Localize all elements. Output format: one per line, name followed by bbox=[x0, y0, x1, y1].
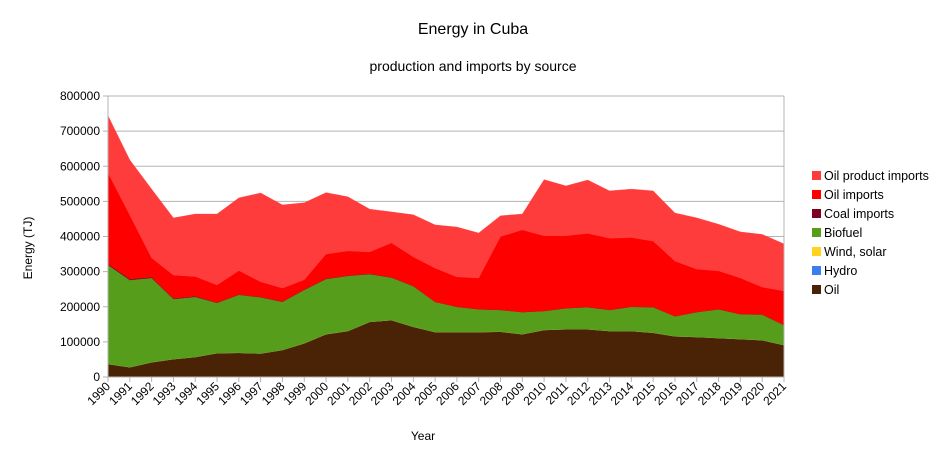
stacked-areas bbox=[107, 115, 785, 378]
x-tick-label: 2002 bbox=[346, 379, 375, 408]
y-tick-label: 700000 bbox=[60, 124, 100, 138]
legend-item: Oil bbox=[812, 283, 839, 297]
x-tick-label: 2013 bbox=[586, 379, 615, 408]
legend-swatch bbox=[812, 285, 821, 294]
y-tick-label: 500000 bbox=[60, 194, 100, 208]
x-tick-label: 2014 bbox=[608, 379, 637, 408]
legend: Oil product imports Oil imports Coal impor… bbox=[812, 169, 929, 297]
x-tick-label: 2016 bbox=[651, 379, 680, 408]
y-tick-label: 800000 bbox=[60, 89, 100, 103]
x-tick-label: 2010 bbox=[520, 379, 549, 408]
x-tick-label: 2001 bbox=[324, 379, 353, 408]
x-tick-label: 1993 bbox=[150, 379, 179, 408]
x-tick-label: 2000 bbox=[302, 379, 331, 408]
y-tick-label: 100000 bbox=[60, 335, 100, 349]
legend-item: Coal imports bbox=[812, 207, 894, 221]
x-tick-label: 2015 bbox=[630, 379, 659, 408]
x-tick-label: 1994 bbox=[172, 379, 201, 408]
y-tick-label: 300000 bbox=[60, 265, 100, 279]
y-tick-label: 600000 bbox=[60, 159, 100, 173]
x-tick-label: 2018 bbox=[695, 379, 724, 408]
legend-label: Coal imports bbox=[824, 207, 894, 221]
x-tick-label: 2011 bbox=[543, 379, 571, 407]
legend-item: Biofuel bbox=[812, 226, 862, 240]
x-tick-label: 2020 bbox=[739, 379, 768, 408]
legend-swatch bbox=[812, 190, 821, 199]
x-tick-labels: 1990199119921993199419951996199719981999… bbox=[84, 379, 789, 408]
axes bbox=[103, 95, 785, 382]
y-tick-label: 0 bbox=[93, 370, 100, 384]
legend-swatch bbox=[812, 266, 821, 275]
x-tick-label: 2019 bbox=[717, 379, 746, 408]
y-tick-labels: 0 100000 200000 300000 400000 500000 600000 700… bbox=[60, 89, 100, 384]
legend-item: Wind, solar bbox=[812, 245, 887, 259]
x-tick-label: 1998 bbox=[259, 379, 288, 408]
x-tick-label: 1996 bbox=[215, 379, 244, 408]
legend-item: Hydro bbox=[812, 264, 857, 278]
x-tick-label: 2004 bbox=[390, 379, 419, 408]
legend-label: Hydro bbox=[824, 264, 857, 278]
legend-item: Oil product imports bbox=[812, 169, 929, 183]
x-tick-label: 2003 bbox=[368, 379, 397, 408]
legend-swatch bbox=[812, 171, 821, 180]
x-tick-label: 2021 bbox=[760, 379, 789, 408]
x-tick-label: 2008 bbox=[477, 379, 506, 408]
y-tick-label: 200000 bbox=[60, 300, 100, 314]
legend-swatch bbox=[812, 209, 821, 218]
x-tick-label: 2005 bbox=[411, 379, 440, 408]
x-tick-label: 1991 bbox=[106, 379, 135, 408]
x-tick-label: 2012 bbox=[564, 379, 593, 408]
y-tick-label: 400000 bbox=[60, 230, 100, 244]
x-tick-label: 1999 bbox=[281, 379, 310, 408]
x-tick-label: 1992 bbox=[128, 379, 157, 408]
x-tick-label: 2017 bbox=[673, 379, 702, 408]
x-tick-label: 2009 bbox=[499, 379, 528, 408]
chart-title: Energy in Cuba bbox=[418, 21, 528, 38]
legend-label: Biofuel bbox=[824, 226, 862, 240]
legend-label: Wind, solar bbox=[824, 245, 887, 259]
y-axis-label: Energy (TJ) bbox=[21, 217, 35, 280]
legend-swatch bbox=[812, 247, 821, 256]
x-tick-label: 2007 bbox=[455, 379, 484, 408]
x-tick-label: 2006 bbox=[433, 379, 462, 408]
x-tick-label: 1995 bbox=[193, 379, 222, 408]
legend-item: Oil imports bbox=[812, 188, 884, 202]
x-axis-label: Year bbox=[411, 429, 435, 443]
chart-subtitle: production and imports by source bbox=[370, 58, 577, 74]
legend-label: Oil bbox=[824, 283, 839, 297]
legend-label: Oil product imports bbox=[824, 169, 929, 183]
x-tick-label: 1997 bbox=[237, 379, 266, 408]
legend-swatch bbox=[812, 228, 821, 237]
x-tick-label: 1990 bbox=[84, 379, 113, 408]
legend-label: Oil imports bbox=[824, 188, 884, 202]
